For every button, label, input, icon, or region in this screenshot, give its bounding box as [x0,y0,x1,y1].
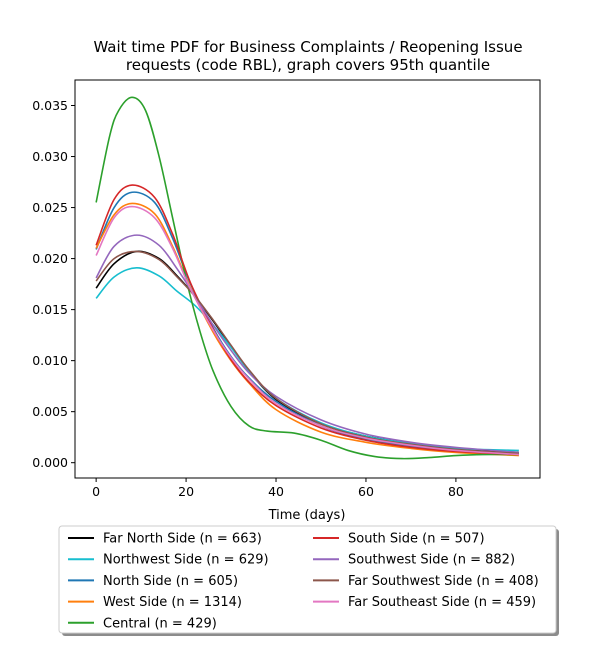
legend-items: Far North Side (n = 663) Northwest Side (… [68,532,539,631]
x-tick-label-3: 60 [358,484,374,499]
legend-label-6: Southwest Side (n = 882) [348,553,515,568]
legend-label-2: North Side (n = 605) [103,574,238,589]
legend-label-5: South Side (n = 507) [348,532,485,547]
series-line-5 [95,184,519,456]
x-tick-label-2: 40 [268,484,284,499]
series-line-4 [95,96,519,460]
plot-frame [74,79,541,479]
chart-title: Wait time PDF for Business Complaints / … [93,38,522,56]
x-tick-label-0: 0 [92,484,100,499]
x-tick-label-1: 20 [178,484,194,499]
legend: Far North Side (n = 663) Northwest Side (… [58,525,559,636]
y-tick-label-1: 0.005 [32,404,68,419]
y-tick-label-6: 0.030 [32,149,68,164]
legend-label-1: Northwest Side (n = 629) [103,553,269,568]
legend-label-4: Central (n = 429) [103,616,217,631]
x-axis: 0 20 40 60 80 [92,478,464,499]
y-axis: 0.000 0.005 0.010 0.015 0.020 0.025 0.030 0.035 [32,98,75,470]
series-line-8 [95,205,519,456]
y-tick-label-0: 0.000 [32,455,68,470]
series-layer [95,96,519,460]
legend-label-0: Far North Side (n = 663) [103,532,262,547]
x-axis-label: Time (days) [268,508,346,523]
series-line-6 [95,234,519,454]
y-tick-label-4: 0.020 [32,251,68,266]
series-line-1 [95,266,519,452]
x-tick-label-4: 80 [448,484,464,499]
y-tick-label-2: 0.010 [32,353,68,368]
y-tick-label-7: 0.035 [32,98,68,113]
legend-label-8: Far Southeast Side (n = 459) [348,595,536,610]
chart-subtitle: requests (code RBL), graph covers 95th q… [126,56,490,74]
legend-label-3: West Side (n = 1314) [103,595,242,610]
y-tick-label-5: 0.025 [32,200,68,215]
legend-label-7: Far Southwest Side (n = 408) [348,574,539,589]
y-tick-label-3: 0.015 [32,302,68,317]
series-line-7 [95,250,519,455]
legend-box [58,525,557,634]
